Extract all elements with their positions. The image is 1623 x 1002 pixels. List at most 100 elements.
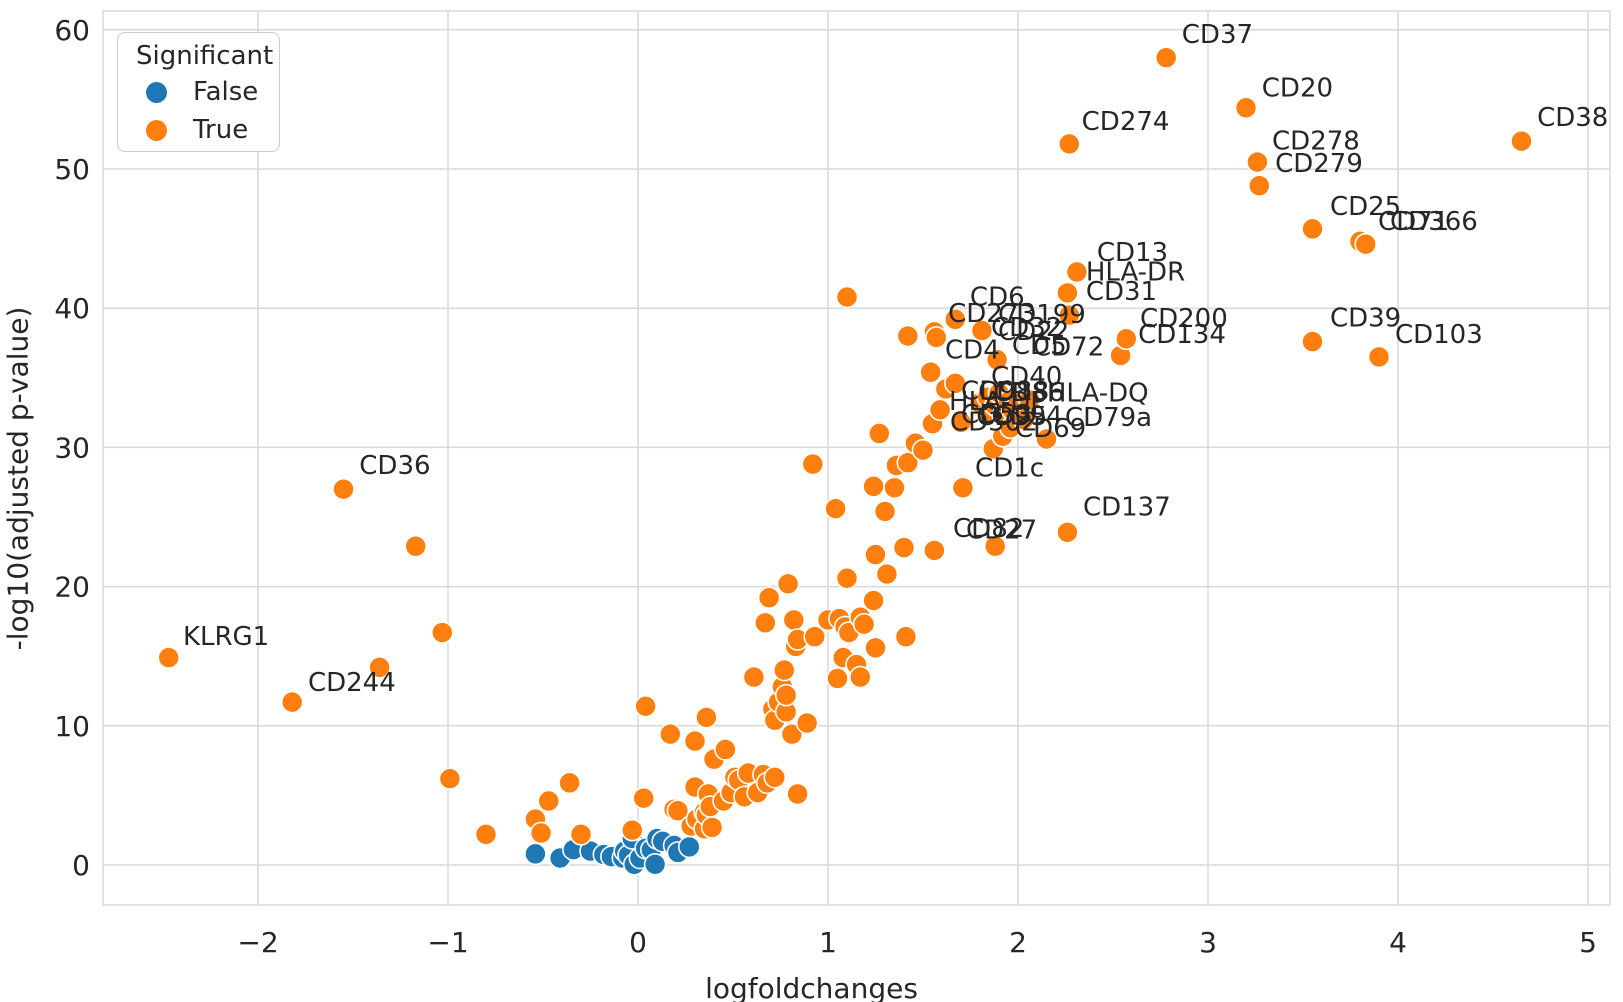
x-tick-label: 5 <box>1579 926 1597 959</box>
data-point-true <box>569 823 593 846</box>
point-label: CD274 <box>1082 107 1170 137</box>
point-label: CD199 <box>998 300 1086 330</box>
data-point-true <box>632 786 656 810</box>
point-label: CD134 <box>1138 320 1226 350</box>
point-label: CD53 <box>961 400 1032 430</box>
data-point-true <box>983 534 1007 558</box>
y-axis-label: -log10(adjusted p-value) <box>1 306 35 651</box>
data-point-true <box>753 611 777 635</box>
point-label: CD278 <box>1272 127 1360 157</box>
data-point-true <box>1058 303 1081 327</box>
data-point-true <box>658 722 682 746</box>
data-point-true <box>280 690 304 714</box>
x-tick-label: 3 <box>1199 926 1217 959</box>
legend-entry-true: True <box>118 111 279 149</box>
data-point-true <box>529 821 553 845</box>
point-label: CD244 <box>308 668 396 698</box>
data-point-true <box>780 722 804 746</box>
data-point-true <box>835 566 859 590</box>
legend-entry-false: False <box>118 73 279 111</box>
data-point-true <box>864 636 887 660</box>
data-point-true <box>782 608 806 632</box>
point-label: CD1c <box>975 454 1044 484</box>
point-label: CD6 <box>970 282 1025 312</box>
legend: Significant False True <box>117 32 280 152</box>
x-tick-label: 2 <box>1009 926 1027 959</box>
data-point-true <box>883 476 906 500</box>
data-point-true <box>1234 96 1258 120</box>
data-point-true <box>1367 345 1391 369</box>
data-point-true <box>634 695 657 718</box>
data-point-true <box>714 738 737 761</box>
data-point-true <box>666 799 690 823</box>
data-point-true <box>928 398 952 422</box>
data-point-true <box>537 789 561 813</box>
data-point-true <box>970 319 994 342</box>
point-label: CD32 <box>991 313 1062 343</box>
false-swatch-icon <box>146 81 167 103</box>
data-point-true <box>923 539 946 562</box>
point-label: CD200 <box>1140 304 1228 334</box>
point-label: CD103 <box>1395 320 1483 350</box>
data-point-true <box>695 706 718 729</box>
point-label: CD18 <box>978 377 1049 407</box>
data-point-true <box>157 646 180 669</box>
data-point-false <box>677 835 701 859</box>
data-point-true <box>985 348 1009 372</box>
point-label: CD273 <box>948 299 1036 329</box>
point-label: CD79a <box>1065 403 1152 433</box>
plot-border <box>102 10 1611 906</box>
data-point-true <box>949 411 973 434</box>
data-point-true <box>1035 427 1058 451</box>
data-point-true <box>1354 232 1377 256</box>
legend-title: Significant <box>136 41 274 71</box>
data-point-true <box>774 683 798 707</box>
data-point-true <box>700 816 724 839</box>
point-label: CD40 <box>991 362 1062 392</box>
data-point-true <box>1248 174 1271 198</box>
data-point-true <box>924 326 948 349</box>
point-label: CD25 <box>1330 192 1401 222</box>
x-axis-label: logfoldchanges <box>705 972 918 1002</box>
data-point-true <box>1246 150 1269 174</box>
point-label: CD71 <box>1378 207 1449 237</box>
data-point-true <box>620 818 644 842</box>
point-label: HLA-DR <box>1086 257 1185 287</box>
point-label: CD39 <box>1330 303 1401 333</box>
data-point-true <box>892 536 916 559</box>
x-tick-label: 4 <box>1389 926 1407 959</box>
point-label: CD137 <box>1083 493 1171 523</box>
point-label: CD13 <box>1097 238 1168 268</box>
true-swatch-icon <box>146 119 167 141</box>
data-point-true <box>1058 132 1081 156</box>
y-tick-label: 50 <box>54 153 90 186</box>
data-point-true <box>1065 260 1089 284</box>
y-tick-label: 40 <box>54 292 90 325</box>
point-label: CD302 <box>950 408 1038 438</box>
data-point-true <box>894 625 918 649</box>
y-tick-label: 10 <box>54 710 90 743</box>
data-point-true <box>862 589 885 612</box>
data-point-true <box>332 477 355 501</box>
data-point-true <box>430 621 454 644</box>
legend-label-false: False <box>193 77 259 107</box>
y-tick-label: 20 <box>54 571 90 604</box>
point-label: HLA-DQ <box>1047 378 1149 408</box>
data-point-true <box>875 562 899 586</box>
point-label: CD82 <box>953 514 1024 544</box>
data-point-true <box>943 372 967 395</box>
data-point-true <box>795 711 819 735</box>
data-point-true <box>1154 46 1178 69</box>
data-point-true <box>848 665 872 689</box>
legend-label-true: True <box>193 115 249 145</box>
data-point-false <box>643 853 667 876</box>
point-label: CD4 <box>945 335 1000 365</box>
data-point-true <box>826 667 849 690</box>
data-point-true <box>683 729 707 753</box>
data-point-true <box>772 658 796 682</box>
data-point-true <box>1115 327 1138 351</box>
data-point-true <box>911 438 935 462</box>
data-point-true <box>1301 330 1324 353</box>
data-point-true <box>776 572 800 596</box>
point-label: CD36 <box>359 451 430 481</box>
